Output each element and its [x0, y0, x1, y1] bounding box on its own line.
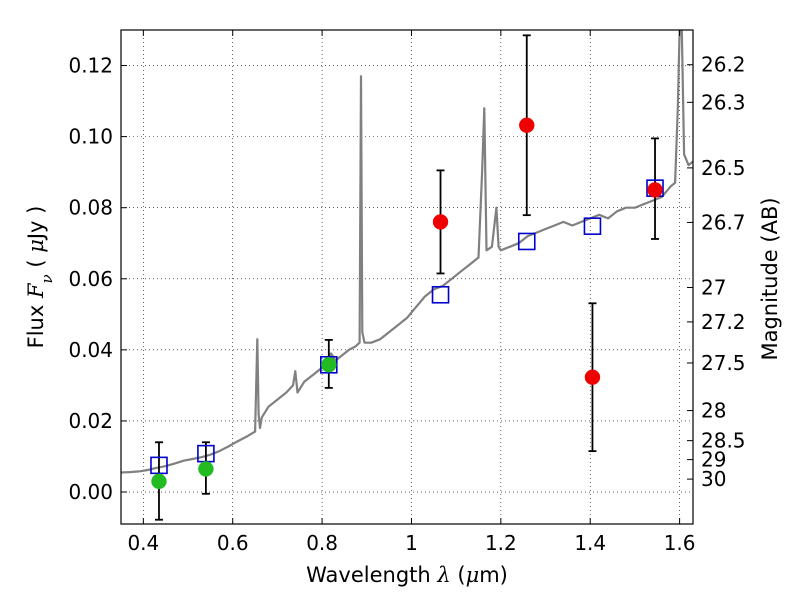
y-tick-label: 0.00 — [68, 480, 113, 504]
y-tick-label: 0.08 — [68, 196, 113, 220]
y-tick-label: 0.02 — [68, 409, 113, 433]
ticks: 0.4 0.6 0.8 1 1.2 1.4 1.6 0.00 0.02 0.04 0.06 0.08 0… — [68, 30, 746, 555]
mag-tick-label: 27.2 — [701, 310, 746, 334]
x-tick-label: 1.4 — [574, 531, 606, 555]
y2-axis-title: Magnitude (AB) — [758, 197, 782, 360]
x-axis-paren: ( — [451, 563, 466, 587]
x-tick-label: 1.6 — [664, 531, 696, 555]
y-axis-title-text: Flux — [24, 298, 48, 348]
y-axis-nu: ν — [38, 274, 56, 283]
x-axis-title: Wavelength λ (μm) — [306, 563, 508, 587]
mag-tick-label: 26.5 — [701, 156, 746, 180]
x-axis-title-text: Wavelength — [306, 563, 437, 587]
x-tick-label: 1.2 — [485, 531, 517, 555]
model-photometry-square — [431, 285, 450, 304]
red-data-point — [519, 117, 535, 133]
mag-tick-label: 26.2 — [701, 53, 746, 77]
green-data-point — [198, 461, 214, 477]
red-data-point — [432, 214, 449, 230]
x-tick-label: 1 — [405, 531, 418, 555]
y-axis-paren: ( — [24, 253, 48, 275]
plot-background — [121, 30, 693, 524]
mag-tick-label: 28.5 — [701, 429, 746, 453]
y-axis-mu: μ — [24, 239, 48, 253]
model-photometry-square — [150, 456, 168, 475]
y-tick-label: 0.06 — [68, 267, 113, 291]
green-data-point — [321, 357, 337, 373]
mag-tick-label: 27.5 — [701, 351, 746, 375]
model-photometry-square — [583, 217, 602, 235]
x-axis-mu: μ — [466, 563, 480, 587]
data-layer — [121, 30, 693, 521]
x-axis-lambda: λ — [436, 563, 450, 587]
x-tick-label: 0.6 — [217, 531, 249, 555]
model-photometry-square — [319, 355, 338, 374]
y-tick-label: 0.12 — [68, 54, 113, 78]
series-group — [121, 30, 693, 521]
plot-frame — [120, 29, 694, 525]
mag-tick-label: 29 — [701, 448, 726, 472]
x-axis-unit: m) — [479, 563, 508, 587]
grid — [121, 30, 693, 524]
mag-tick-label: 30 — [701, 467, 726, 491]
y-tick-label: 0.04 — [68, 338, 113, 362]
y-axis-f: F — [24, 282, 48, 299]
mag-tick-label: 26.3 — [701, 90, 746, 114]
y-tick-label: 0.10 — [68, 125, 113, 149]
y-axis-unit: Jy ) — [24, 206, 48, 242]
x-tick-label: 0.4 — [127, 531, 159, 555]
red-data-point — [647, 182, 663, 198]
sed-spectrum-line — [121, 30, 693, 474]
green-data-point — [151, 473, 167, 490]
red-data-point — [584, 369, 601, 385]
mag-tick-label: 28 — [701, 399, 726, 423]
x-tick-label: 0.8 — [306, 531, 338, 555]
mag-tick-label: 26.7 — [701, 210, 746, 234]
y-axis-title: Flux Fν ( μJy ) — [24, 206, 56, 349]
model-photometry-square — [517, 232, 536, 251]
mag-tick-label: 27 — [701, 276, 726, 300]
